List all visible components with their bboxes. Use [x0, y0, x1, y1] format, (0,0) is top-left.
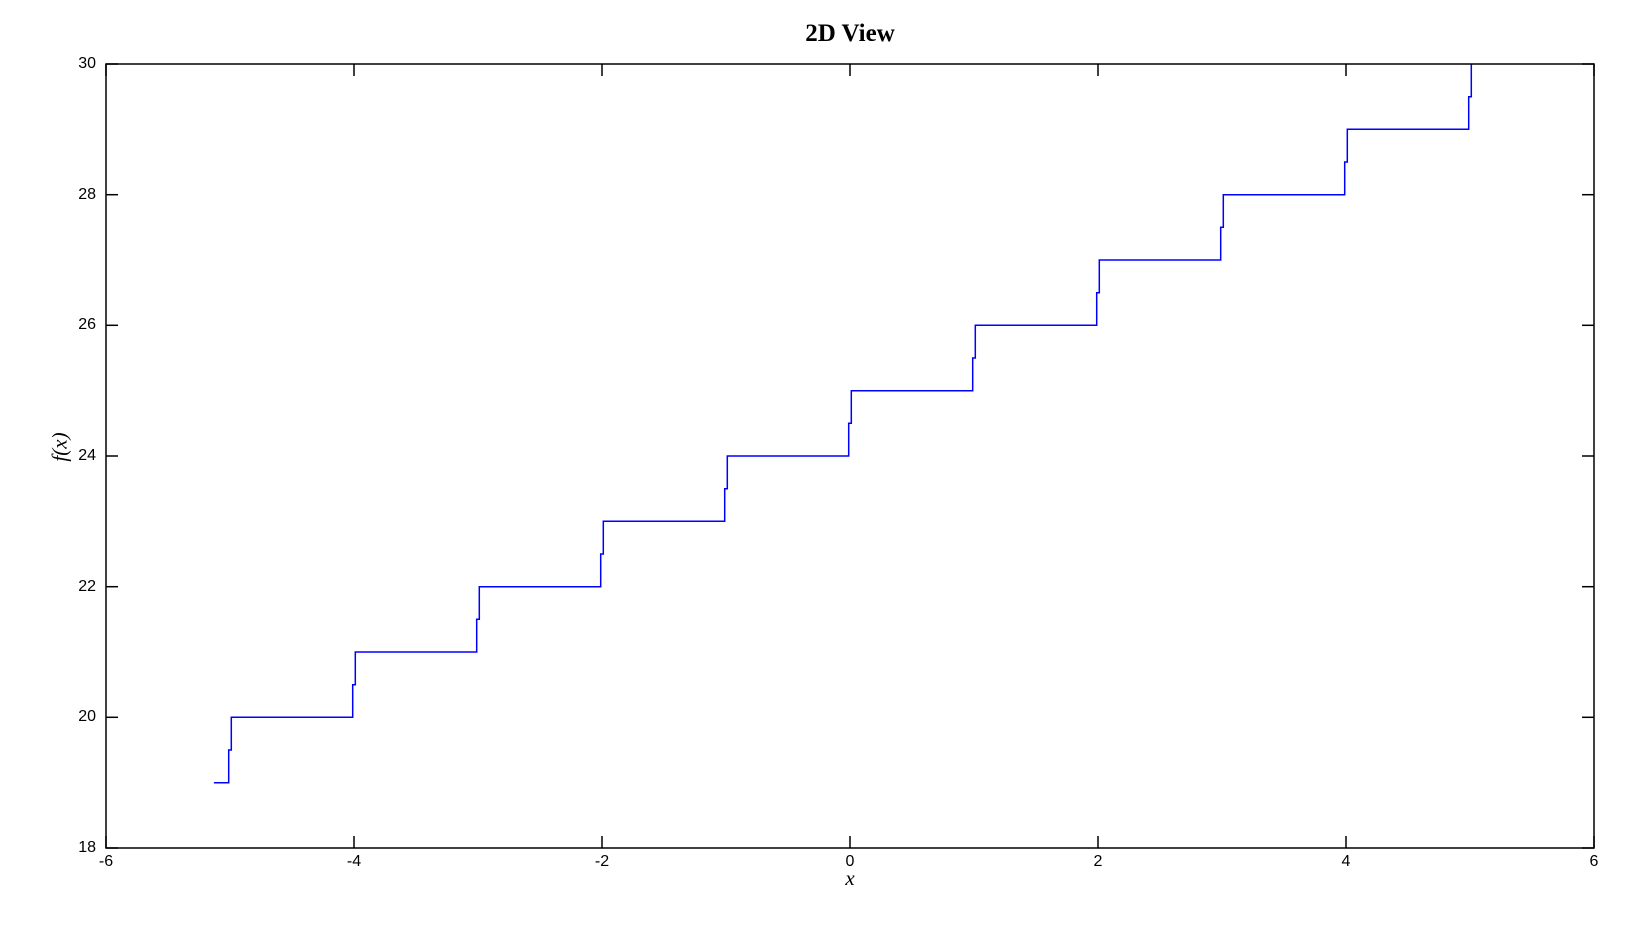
y-tick-label: 20 — [78, 708, 96, 725]
step-function-line — [213, 64, 1473, 784]
y-tick-label: 18 — [78, 839, 96, 856]
x-tick-label: 4 — [1341, 853, 1351, 870]
x-tick-label: 0 — [845, 853, 855, 870]
x-tick-label: 2 — [1093, 853, 1103, 870]
x-tick-label: -2 — [594, 853, 610, 870]
y-tick-label: 30 — [78, 55, 96, 72]
x-axis-label: x — [845, 866, 855, 890]
y-tick-label: 24 — [78, 447, 96, 464]
y-tick-label: 22 — [78, 578, 96, 595]
chart-title: 2D View — [805, 20, 895, 47]
x-tick-label: -6 — [98, 853, 114, 870]
axes-box — [105, 63, 1595, 849]
x-tick-label: 6 — [1589, 853, 1599, 870]
y-tick-label: 28 — [78, 186, 96, 203]
x-tick-label: -4 — [346, 853, 362, 870]
y-tick-label: 26 — [78, 316, 96, 333]
